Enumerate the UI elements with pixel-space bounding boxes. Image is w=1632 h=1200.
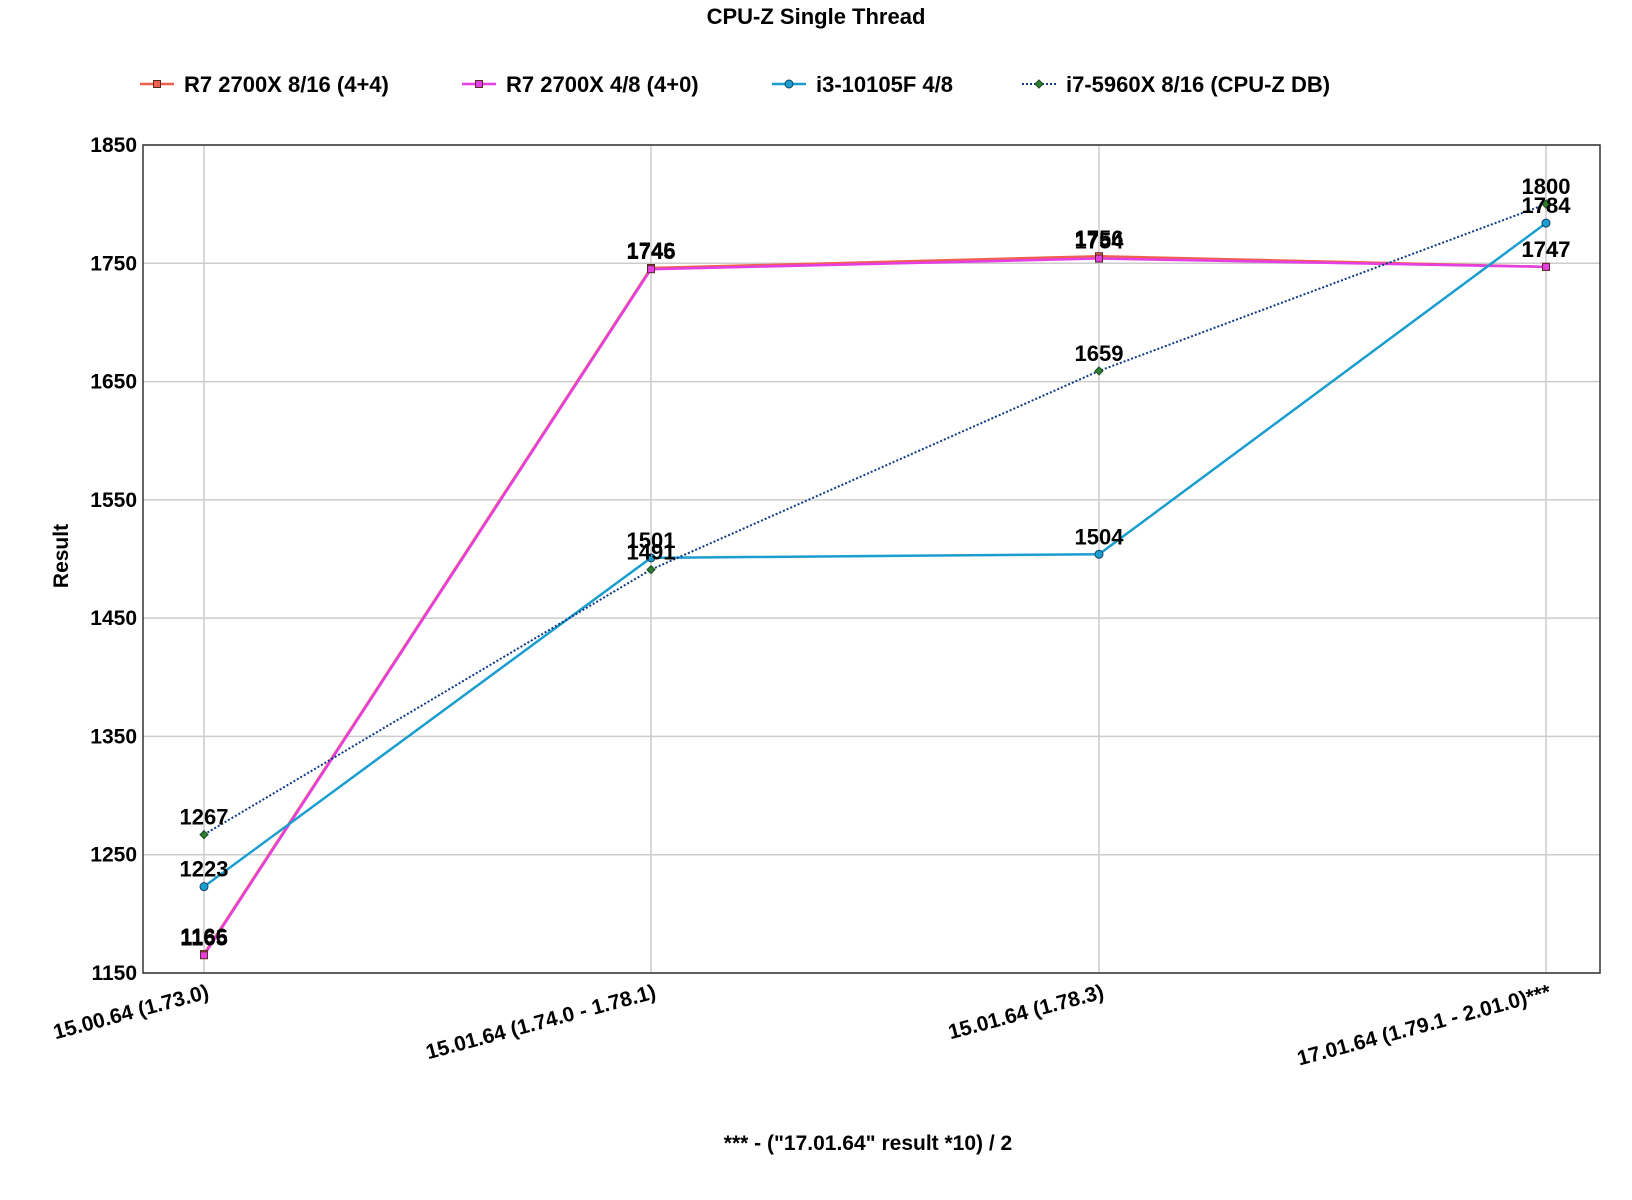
y-axis-ticks: 1150 1250 1350 1450 1550 1650 1750 1850 <box>90 134 137 985</box>
grid <box>143 144 1600 974</box>
legend-label: R7 2700X 4/8 (4+0) <box>506 72 699 97</box>
legend-swatch-marker <box>1034 79 1044 89</box>
data-point <box>200 951 208 960</box>
series-line <box>203 203 1547 836</box>
data-point <box>646 553 656 563</box>
data-label: 1491 <box>627 540 676 565</box>
y-tick-label: 1350 <box>90 725 137 748</box>
data-point <box>199 882 209 892</box>
legend-swatch-marker <box>784 79 794 89</box>
legend-label: i3-10105F 4/8 <box>816 72 953 97</box>
data-point <box>646 564 656 575</box>
legend-item: R7 2700X 4/8 (4+0) <box>462 72 699 97</box>
y-tick-label: 1150 <box>91 962 137 985</box>
legend-swatch-marker <box>153 80 161 88</box>
legend: R7 2700X 8/16 (4+4) R7 2700X 4/8 (4+0) i3-… <box>140 72 1330 97</box>
data-point <box>1541 218 1551 228</box>
y-tick-label: 1250 <box>90 844 137 867</box>
data-label: 1166 <box>180 924 228 949</box>
data-point <box>1541 199 1551 209</box>
data-point <box>199 829 209 840</box>
data-label: 1800 <box>1522 174 1571 199</box>
data-point <box>1542 262 1550 271</box>
y-tick-label: 1750 <box>90 252 137 275</box>
y-tick-label: 1650 <box>90 371 137 394</box>
legend-label: i7-5960X 8/16 (CPU-Z DB) <box>1066 72 1330 97</box>
data-label: 1504 <box>1075 524 1125 549</box>
data-label: 1745 <box>627 239 676 264</box>
data-label: 1165 <box>180 925 228 950</box>
series-line <box>202 257 1547 956</box>
data-label: 1784 <box>1522 193 1572 218</box>
data-point <box>647 265 655 274</box>
data-point <box>1095 254 1103 263</box>
data-label: 1746 <box>627 238 676 263</box>
x-tick-label: 15.01.64 (1.78.3) <box>946 981 1106 1045</box>
data-label: 1756 <box>1075 226 1124 251</box>
data-label: 1747 <box>1522 237 1571 262</box>
legend-item: i3-10105F 4/8 <box>772 72 953 97</box>
data-label: 1659 <box>1075 341 1124 366</box>
x-axis-label: *** - ("17.01.64" result *10) / 2 <box>724 1132 1012 1155</box>
y-axis-label: Result <box>50 524 73 588</box>
series-line <box>202 254 1547 955</box>
y-tick-label: 1550 <box>90 489 137 512</box>
data-label: 1267 <box>180 805 229 830</box>
data-label: 1223 <box>180 857 229 882</box>
y-tick-label: 1850 <box>90 134 137 157</box>
plot-frame <box>142 144 1601 974</box>
x-axis-ticks: 15.00.64 (1.73.0) 15.01.64 (1.74.0 - 1.78… <box>51 980 1554 1070</box>
data-label: 1754 <box>1075 229 1125 254</box>
series-lines <box>202 203 1547 956</box>
legend-swatch-marker <box>475 80 483 88</box>
legend-item: i7-5960X 8/16 (CPU-Z DB) <box>1022 72 1330 97</box>
series-markers <box>199 199 1551 960</box>
data-label: 1501 <box>627 528 676 553</box>
data-point <box>1094 549 1104 559</box>
series-line <box>203 222 1547 888</box>
x-tick-label: 17.01.64 (1.79.1 - 2.01.0)*** <box>1295 980 1554 1070</box>
x-tick-label: 15.00.64 (1.73.0) <box>51 981 211 1045</box>
y-tick-label: 1450 <box>90 607 137 630</box>
chart-title: CPU-Z Single Thread <box>707 4 926 29</box>
data-point <box>1094 366 1104 376</box>
legend-item: R7 2700X 8/16 (4+4) <box>140 72 389 97</box>
legend-label: R7 2700X 8/16 (4+4) <box>184 72 389 97</box>
data-label: 1747 <box>1522 237 1571 262</box>
x-tick-label: 15.01.64 (1.74.0 - 1.78.1) <box>423 981 658 1065</box>
